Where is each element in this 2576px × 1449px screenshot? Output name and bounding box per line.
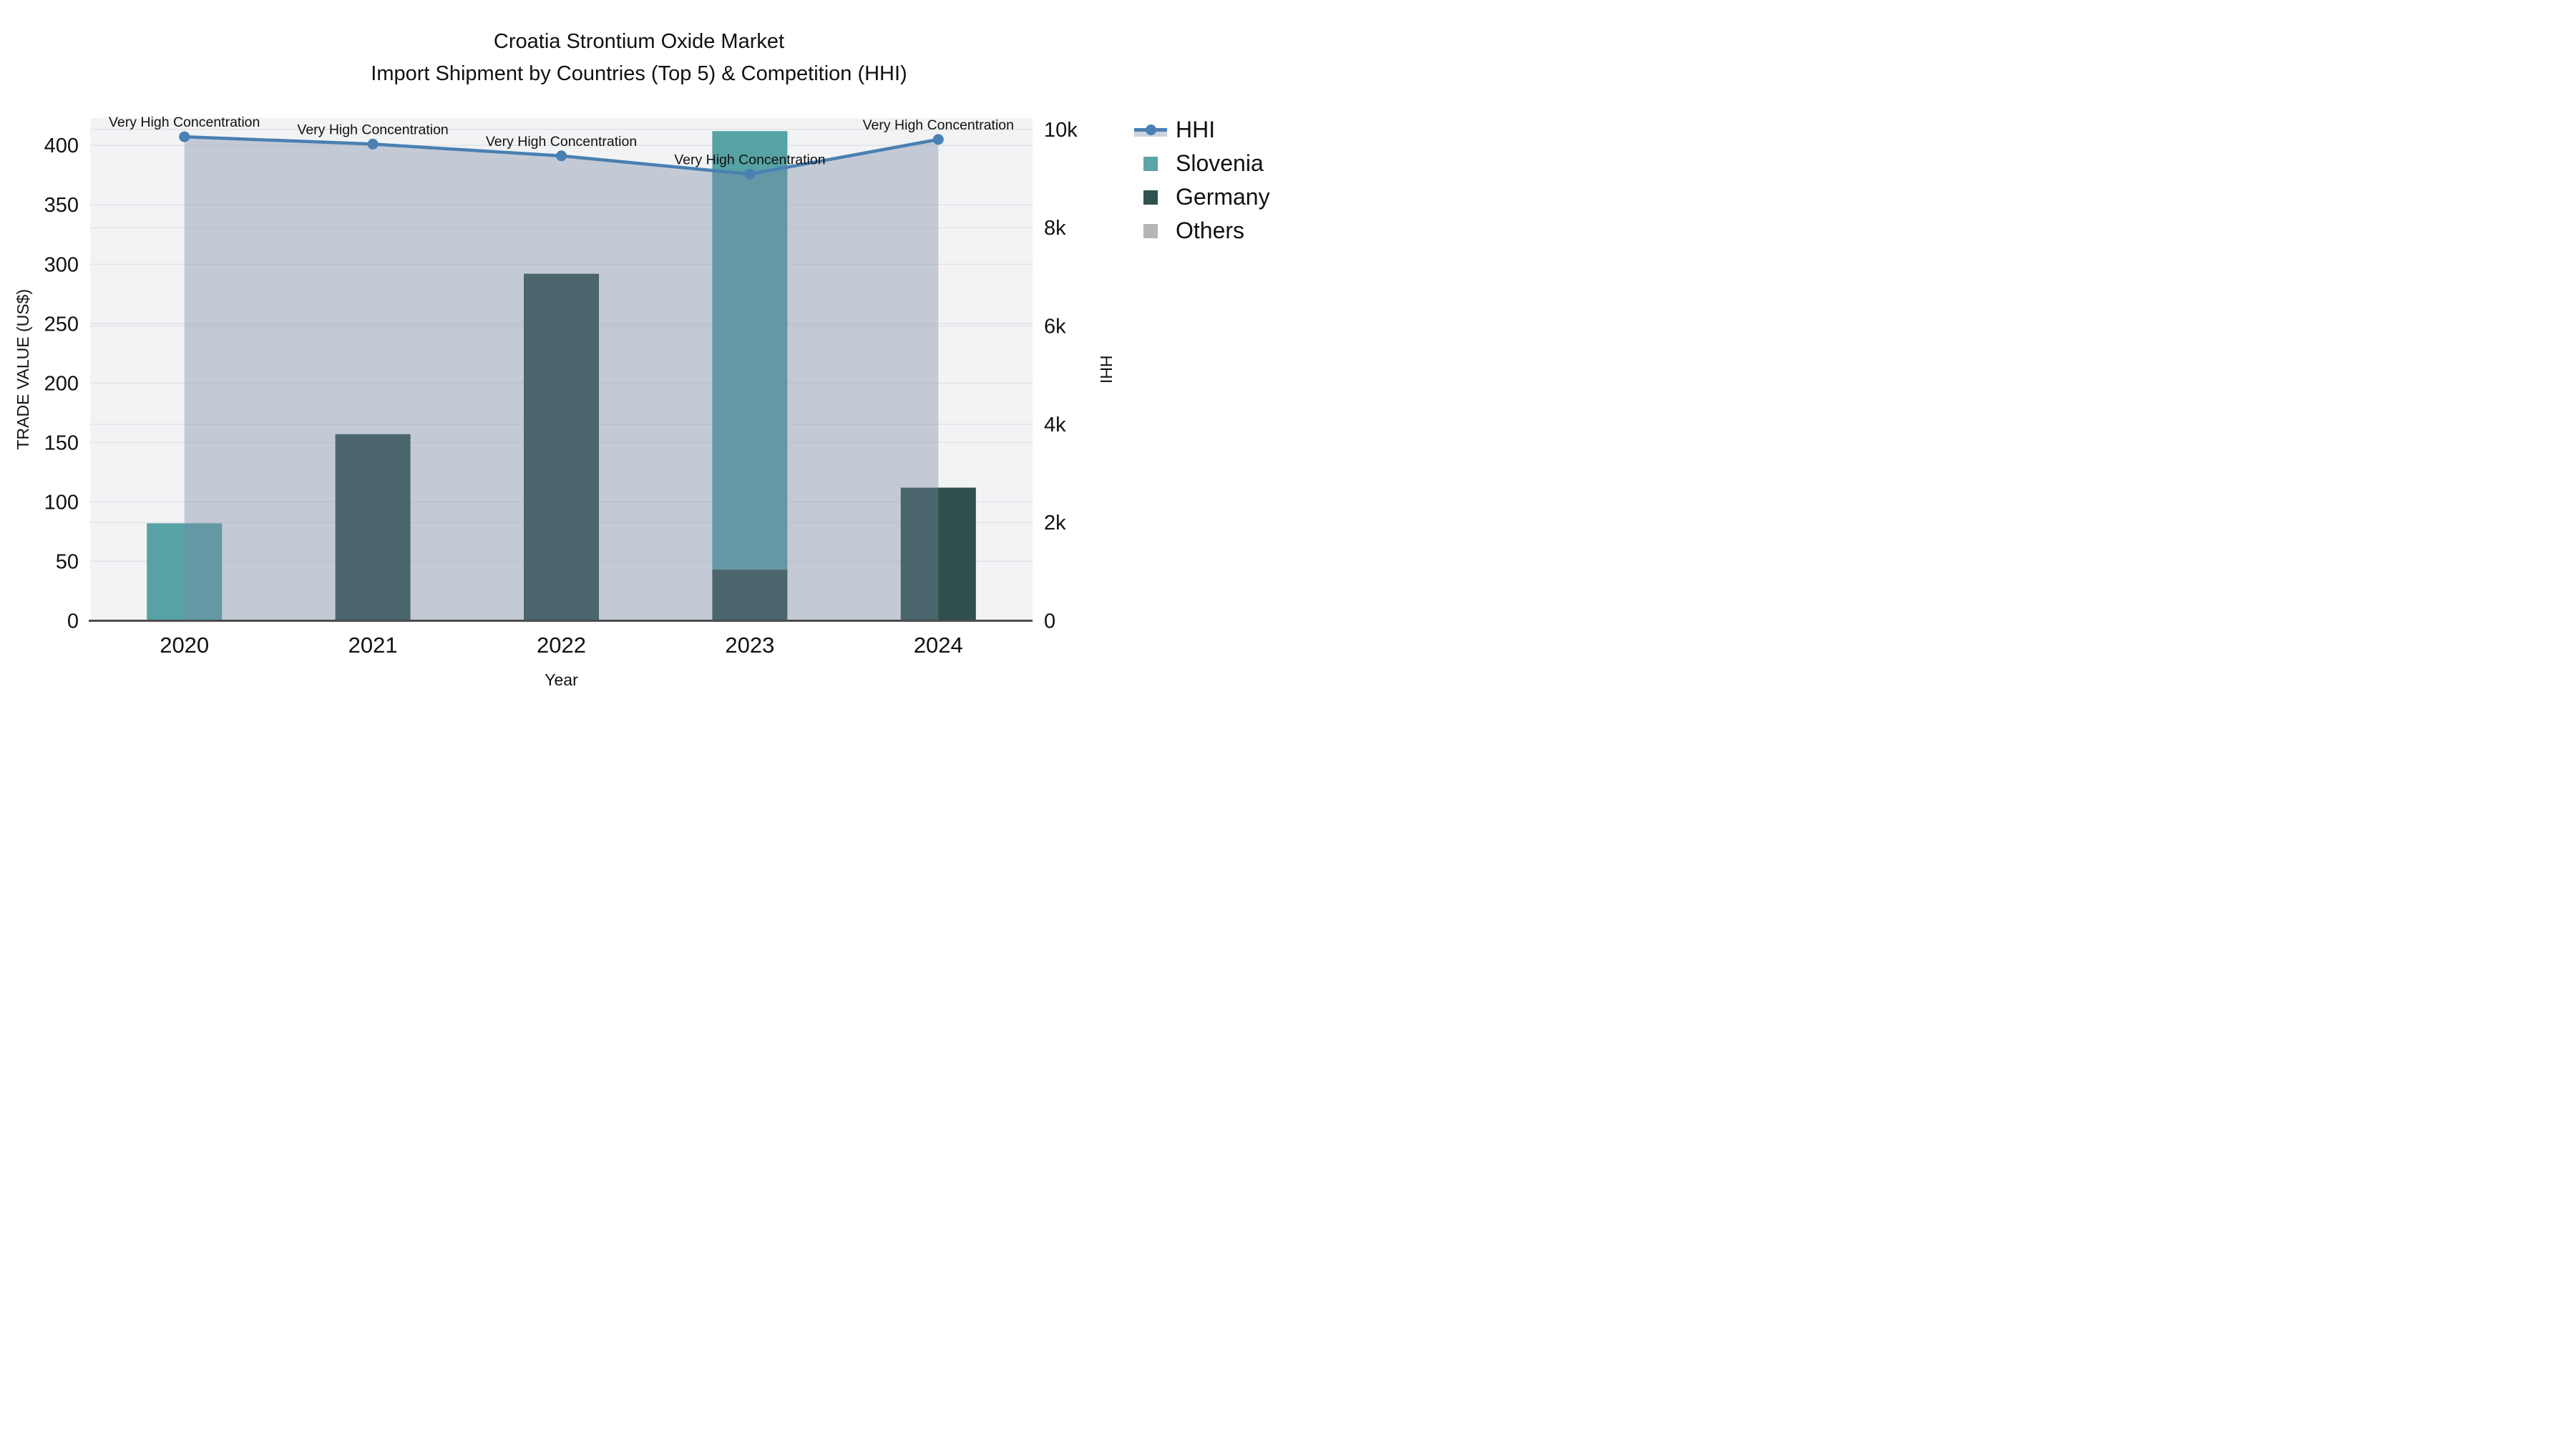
y-right-tick: 8k (1044, 217, 1066, 240)
x-tick: 2021 (348, 633, 398, 658)
hhi-point-2022[interactable] (556, 150, 567, 162)
y-right-tick: 10k (1044, 119, 1078, 142)
y-left-tick: 400 (44, 135, 79, 157)
hhi-point-2023[interactable] (744, 168, 756, 180)
legend-label: Germany (1176, 184, 1270, 210)
legend-label: HHI (1176, 117, 1216, 142)
legend-label: Others (1176, 218, 1245, 243)
legend-item-hhi[interactable]: HHI (1134, 113, 1270, 147)
bar-germany-2024[interactable] (900, 487, 976, 621)
bar-germany-2022[interactable] (524, 273, 599, 621)
hhi-area-fill (184, 137, 939, 621)
chart-title-line2: Import Shipment by Countries (Top 5) & C… (371, 62, 907, 85)
hhi-point-2021[interactable] (367, 138, 379, 150)
chart-title-line1: Croatia Strontium Oxide Market (493, 30, 785, 53)
bar-germany-2021[interactable] (335, 434, 411, 621)
y-left-tick: 250 (44, 313, 79, 336)
x-tick: 2024 (914, 633, 963, 658)
y-left-axis-title: TRADE VALUE (US$) (14, 289, 32, 450)
hhi-line-swatch-icon (1134, 122, 1167, 139)
annotation-2023: Very High Concentration (674, 152, 825, 167)
bar-slovenia-2023[interactable] (712, 131, 788, 570)
legend: HHI Slovenia Germany Others (1134, 113, 1270, 248)
legend-item-others[interactable]: Others (1134, 214, 1270, 248)
y-left-tick: 50 (56, 550, 79, 573)
hhi-point-2024[interactable] (932, 134, 944, 145)
y-left-tick: 300 (44, 253, 79, 276)
x-axis-title: Year (545, 670, 578, 689)
bar-slovenia-2020[interactable] (147, 523, 223, 621)
y-right-tick: 2k (1044, 512, 1066, 535)
x-tick: 2020 (160, 633, 209, 658)
y-left-tick: 200 (44, 372, 79, 395)
chart-title: Croatia Strontium Oxide Market Import Sh… (0, 26, 1278, 90)
y-left-tick: 100 (44, 491, 79, 514)
y-left-tick: 0 (67, 610, 79, 633)
y-right-tick: 4k (1044, 414, 1066, 436)
legend-label: Slovenia (1176, 150, 1264, 176)
y-right-tick: 6k (1044, 315, 1066, 338)
annotation-2020: Very High Concentration (109, 114, 260, 130)
annotation-2021: Very High Concentration (297, 122, 448, 137)
legend-item-slovenia[interactable]: Slovenia (1134, 147, 1270, 180)
y-right-tick: 0 (1044, 610, 1055, 633)
plot-svg: 0 50 100 150 200 250 300 350 400 0 2k 4k 6k 8k 10k 2020… (14, 114, 1116, 689)
bar-germany-2023[interactable] (712, 570, 788, 621)
y-left-tick: 350 (44, 194, 79, 217)
x-tick: 2023 (725, 633, 774, 658)
others-swatch-icon (1143, 223, 1158, 238)
slovenia-swatch-icon (1143, 156, 1158, 171)
annotation-2024: Very High Concentration (863, 117, 1014, 133)
annotation-2022: Very High Concentration (486, 134, 637, 150)
figure: Croatia Strontium Oxide Market Import Sh… (0, 0, 1288, 725)
y-left-tick: 150 (44, 431, 79, 454)
germany-swatch-icon (1143, 190, 1158, 205)
y-right-axis-title: HHI (1097, 355, 1116, 384)
hhi-point-2020[interactable] (179, 131, 190, 142)
legend-item-germany[interactable]: Germany (1134, 180, 1270, 214)
x-tick: 2022 (537, 633, 586, 658)
